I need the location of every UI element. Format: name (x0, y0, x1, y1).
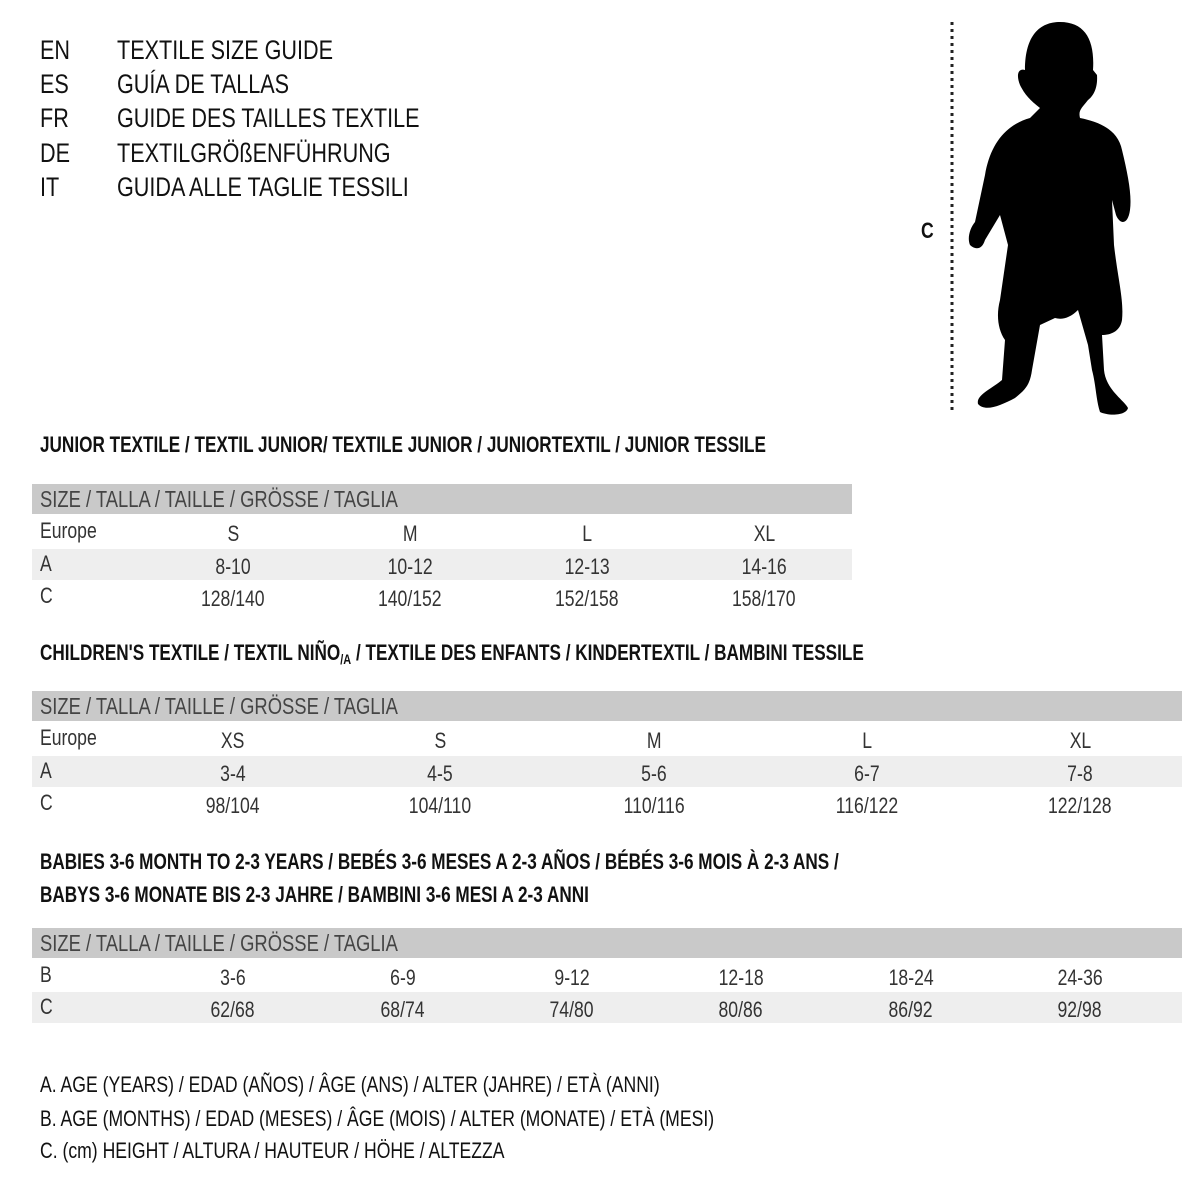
row-stripe (32, 549, 852, 580)
lang-title-de: TEXTILGRÖßENFÜHRUNG (117, 138, 391, 168)
table-cell: 80/86 (718, 997, 764, 1022)
lang-code-it: IT (40, 172, 60, 202)
table-cell: 6-9 (390, 965, 416, 990)
lang-code-de: DE (40, 138, 71, 168)
legend-a: A. AGE (YEARS) / EDAD (AÑOS) / ÂGE (ANS)… (40, 1072, 660, 1097)
lang-code-en: EN (40, 35, 71, 65)
size-header-label: SIZE / TALLA / TAILLE / GRÖSSE / TAGLIA (40, 693, 398, 719)
table-cell: 92/98 (1057, 997, 1103, 1022)
legend-c: C. (cm) HEIGHT / ALTURA / HAUTEUR / HÖHE… (40, 1138, 505, 1163)
lang-code-es: ES (40, 69, 69, 99)
table-cell: XL (753, 521, 775, 546)
table-cell: 10-12 (387, 554, 433, 579)
row-stripe (32, 756, 1182, 787)
table-cell: 68/74 (380, 997, 426, 1022)
table-cell: 14-16 (741, 554, 787, 579)
table-cell: 8-10 (215, 554, 251, 579)
table-cell: 12-13 (564, 554, 610, 579)
children-heading: CHILDREN'S TEXTILE / TEXTIL NIÑO/A / TEX… (40, 640, 864, 667)
table-cell: 140/152 (378, 586, 442, 611)
size-header-band: SIZE / TALLA / TAILLE / GRÖSSE / TAGLIA (32, 484, 852, 514)
row-label: C (40, 583, 53, 608)
row-stripe (32, 992, 1182, 1023)
table-cell: 3-6 (220, 965, 246, 990)
table-cell: 122/128 (1048, 793, 1112, 818)
table-cell: M (646, 728, 662, 753)
row-label: C (40, 994, 53, 1019)
table-cell: 62/68 (210, 997, 256, 1022)
size-header-band: SIZE / TALLA / TAILLE / GRÖSSE / TAGLIA (32, 928, 1182, 958)
row-label: Europe (40, 725, 97, 750)
table-cell: 110/116 (623, 793, 685, 818)
size-header-label: SIZE / TALLA / TAILLE / GRÖSSE / TAGLIA (40, 486, 398, 512)
table-cell: XL (1069, 728, 1091, 753)
table-cell: S (227, 521, 239, 546)
table-cell: 158/170 (732, 586, 796, 611)
table-cell: XS (221, 728, 245, 753)
table-cell: 24-36 (1057, 965, 1103, 990)
table-cell: 128/140 (201, 586, 265, 611)
table-cell: 152/158 (555, 586, 619, 611)
table-cell: 98/104 (206, 793, 260, 818)
legend-b: B. AGE (MONTHS) / EDAD (MESES) / ÂGE (MO… (40, 1106, 715, 1131)
child-silhouette-shape (968, 22, 1131, 415)
table-cell: 3-4 (220, 761, 246, 786)
junior-heading: JUNIOR TEXTILE / TEXTIL JUNIOR/ TEXTILE … (40, 432, 766, 457)
lang-title-it: GUIDA ALLE TAGLIE TESSILI (117, 172, 409, 202)
row-label: A (40, 551, 52, 576)
table-cell: L (582, 521, 592, 546)
table-cell: 6-7 (854, 761, 880, 786)
lang-title-en: TEXTILE SIZE GUIDE (117, 35, 334, 65)
size-header-label: SIZE / TALLA / TAILLE / GRÖSSE / TAGLIA (40, 930, 398, 956)
row-label: Europe (40, 518, 97, 543)
table-cell: 116/122 (835, 793, 899, 818)
babies-heading-line1: BABIES 3-6 MONTH TO 2-3 YEARS / BEBÉS 3-… (40, 849, 839, 874)
table-cell: 9-12 (554, 965, 590, 990)
lang-code-fr: FR (40, 103, 69, 133)
lang-title-fr: GUIDE DES TAILLES TEXTILE (117, 103, 420, 133)
table-cell: 86/92 (888, 997, 934, 1022)
table-cell: 12-18 (718, 965, 764, 990)
size-header-band: SIZE / TALLA / TAILLE / GRÖSSE / TAGLIA (32, 691, 1182, 721)
row-label: C (40, 790, 53, 815)
row-label: B (40, 962, 52, 987)
table-cell: L (862, 728, 872, 753)
babies-heading-line2: BABYS 3-6 MONATE BIS 2-3 JAHRE / BAMBINI… (40, 882, 589, 907)
table-cell: 18-24 (888, 965, 934, 990)
table-cell: S (434, 728, 446, 753)
table-cell: 104/110 (408, 793, 472, 818)
row-label: A (40, 758, 52, 783)
height-measure-label: C (921, 218, 934, 243)
table-cell: 4-5 (427, 761, 453, 786)
table-cell: 7-8 (1067, 761, 1093, 786)
lang-title-es: GUÍA DE TALLAS (117, 69, 290, 99)
table-cell: 5-6 (641, 761, 667, 786)
child-silhouette-icon (950, 22, 1131, 415)
table-cell: M (402, 521, 418, 546)
table-cell: 74/80 (549, 997, 595, 1022)
